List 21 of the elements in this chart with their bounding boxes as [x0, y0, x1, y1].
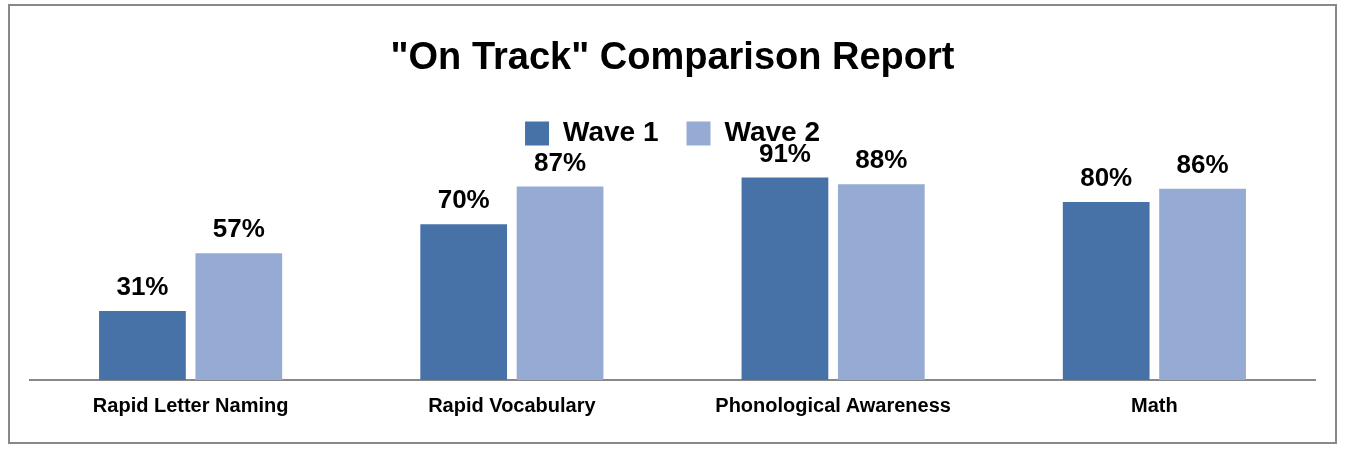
- data-label: 86%: [1176, 148, 1229, 179]
- x-tick-label: Rapid Vocabulary: [428, 393, 597, 416]
- bar: [99, 311, 186, 380]
- bar: [837, 184, 925, 380]
- x-tick-label: Math: [1131, 393, 1178, 416]
- bar: [1062, 202, 1150, 380]
- bar: [516, 186, 604, 380]
- legend-label: Wave 1: [563, 116, 659, 148]
- x-tick-label: Phonological Awareness: [715, 393, 951, 416]
- bar: [195, 253, 283, 380]
- data-label: 87%: [534, 146, 587, 177]
- bar: [741, 177, 829, 380]
- data-label: 70%: [437, 184, 490, 215]
- data-label: 57%: [212, 213, 265, 244]
- data-label: 88%: [855, 144, 908, 175]
- chart-title: "On Track" Comparison Report: [390, 35, 955, 78]
- data-label: 31%: [116, 271, 169, 302]
- x-tick-label: Rapid Letter Naming: [92, 393, 289, 416]
- bar: [420, 224, 508, 380]
- bar: [1159, 188, 1246, 380]
- data-label: 80%: [1080, 162, 1133, 193]
